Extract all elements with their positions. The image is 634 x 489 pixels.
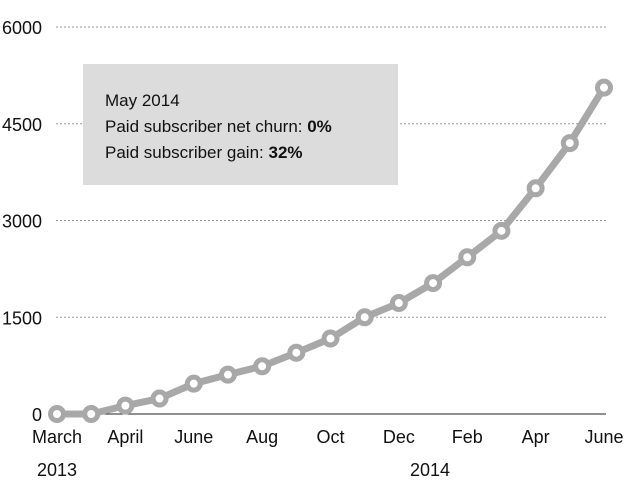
data-point-14[interactable] (526, 179, 545, 198)
data-point-1[interactable] (82, 405, 101, 423)
y-tick-label-4500: 4500 (2, 115, 42, 135)
x-tick-label-6: Aug (246, 427, 278, 447)
x-tick-label-14: Apr (522, 427, 550, 447)
tooltip-gain-value: 32% (268, 143, 303, 162)
tooltip-churn-label: Paid subscriber net churn: (105, 117, 308, 136)
data-point-11[interactable] (424, 274, 443, 293)
x-tick-label-8: Oct (316, 427, 344, 447)
data-tooltip: May 2014 Paid subscriber net churn: 0% P… (83, 64, 398, 185)
series-paid-subscribers (48, 78, 613, 423)
data-point-3[interactable] (150, 389, 169, 408)
year-label-2013: 2013 (37, 460, 77, 480)
x-tick-label-2: April (107, 427, 143, 447)
data-point-5[interactable] (218, 365, 237, 384)
data-point-4[interactable] (184, 374, 203, 393)
tooltip-churn-row: Paid subscriber net churn: 0% (105, 114, 398, 140)
data-point-2[interactable] (116, 396, 135, 415)
data-point-12[interactable] (458, 248, 477, 267)
data-point-15[interactable] (560, 134, 579, 153)
tooltip-churn-value: 0% (307, 117, 332, 136)
y-tick-label-6000: 6000 (2, 18, 42, 38)
data-point-10[interactable] (389, 294, 408, 313)
x-tick-label-0: March (32, 427, 82, 447)
data-point-0[interactable] (48, 405, 66, 423)
data-point-6[interactable] (253, 357, 272, 376)
tooltip-title: May 2014 (105, 91, 180, 110)
data-point-16[interactable] (595, 78, 613, 97)
y-tick-label-1500: 1500 (2, 308, 42, 328)
data-point-8[interactable] (321, 329, 340, 348)
x-tick-label-16: June (584, 427, 623, 447)
x-tick-label-10: Dec (383, 427, 415, 447)
x-tick-label-12: Feb (452, 427, 483, 447)
tooltip-gain-row: Paid subscriber gain: 32% (105, 140, 398, 166)
tooltip-gain-label: Paid subscriber gain: (105, 143, 269, 162)
data-point-9[interactable] (355, 308, 374, 327)
y-tick-label-0: 0 (32, 405, 42, 425)
data-point-13[interactable] (492, 221, 511, 240)
year-label-2014: 2014 (410, 460, 450, 480)
y-axis-tick-labels: 0 1500 3000 4500 6000 (2, 18, 42, 425)
data-point-7[interactable] (287, 343, 306, 362)
y-tick-label-3000: 3000 (2, 212, 42, 232)
x-tick-label-4: June (174, 427, 213, 447)
x-axis-tick-labels: March April June Aug Oct Dec Feb Apr June (32, 427, 624, 447)
